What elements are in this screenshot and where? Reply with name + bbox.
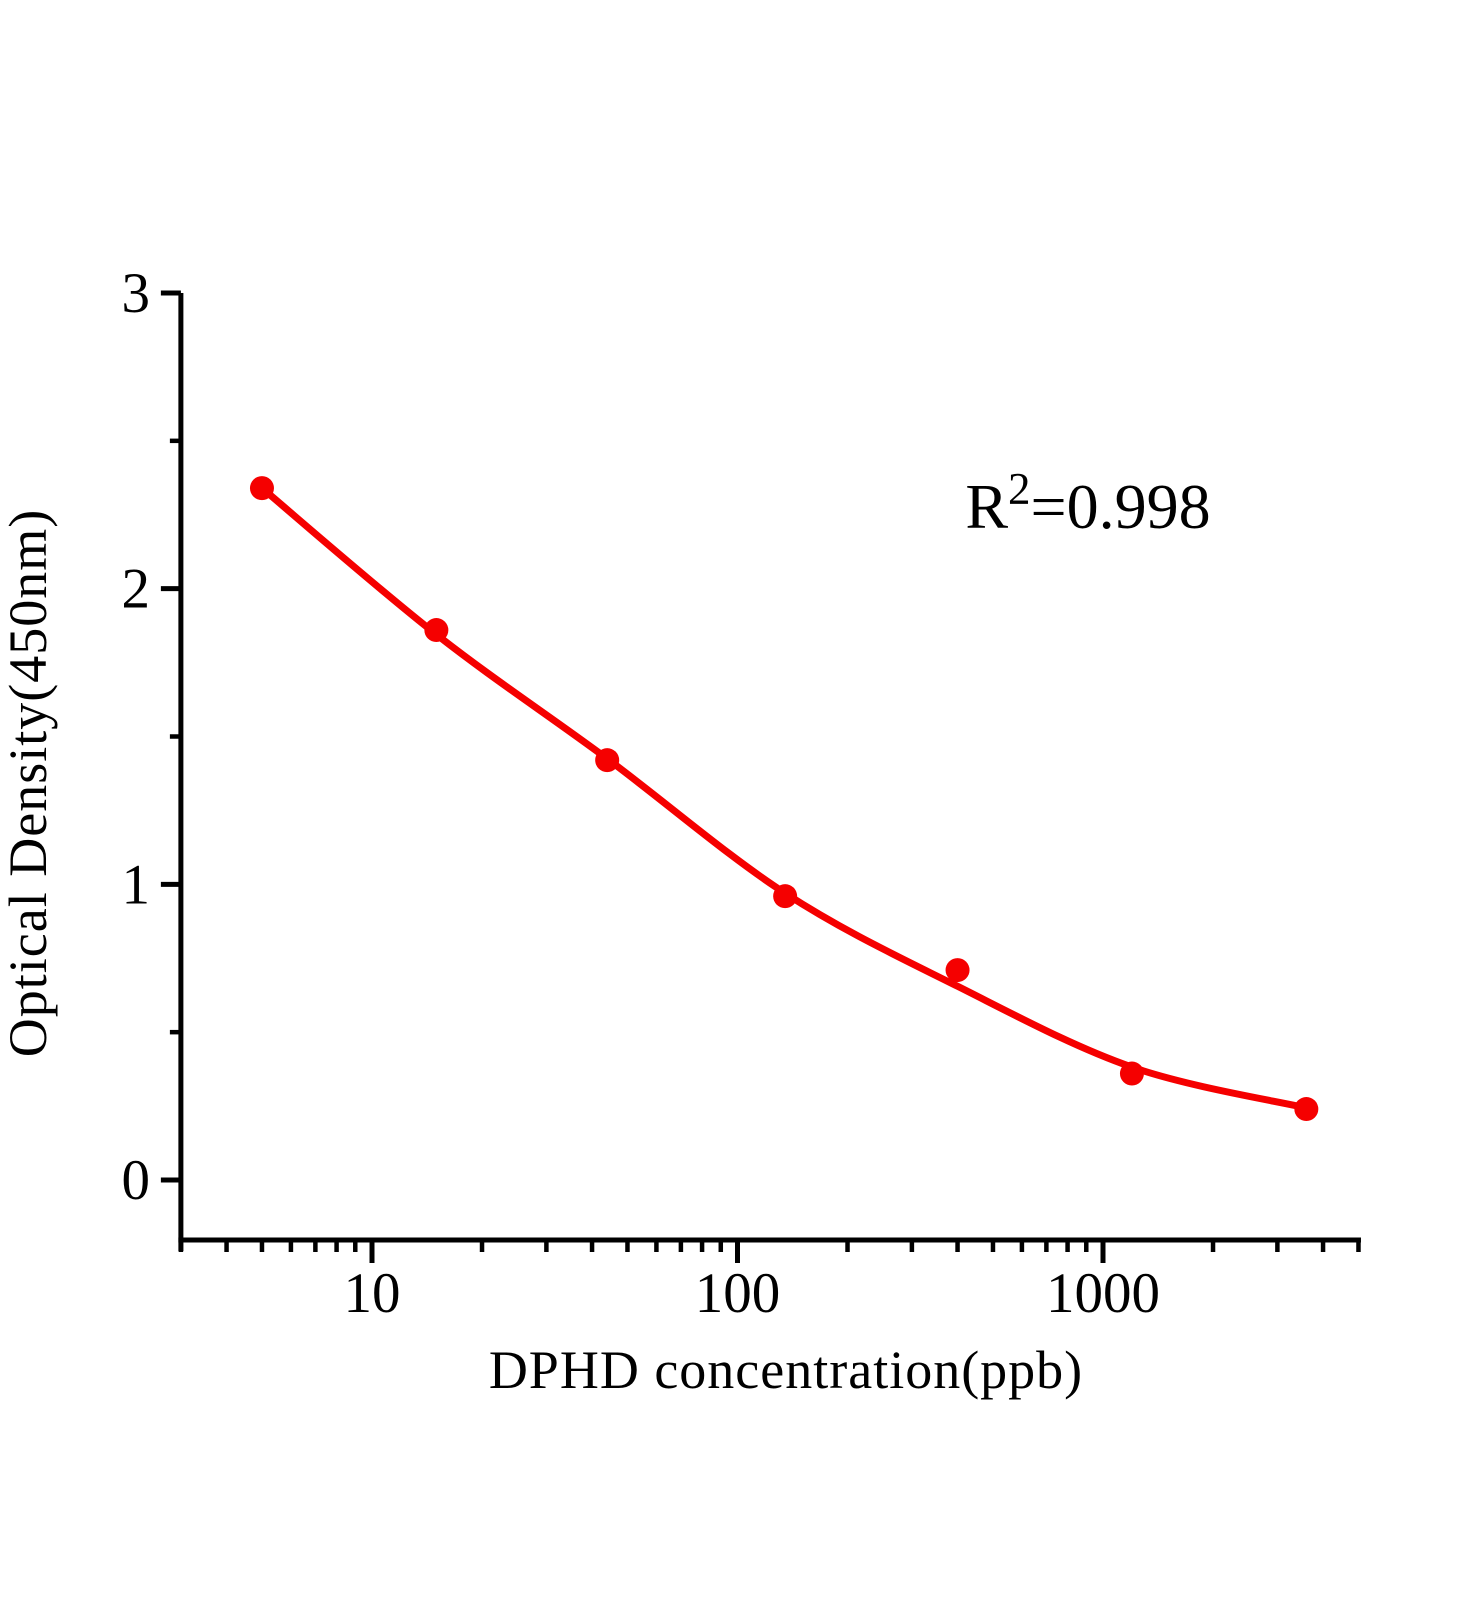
axes-group bbox=[160, 290, 1361, 1263]
y-axis-tick-label: 0 bbox=[122, 1149, 151, 1212]
fit-curve-line bbox=[258, 484, 1310, 1112]
data-point bbox=[595, 748, 620, 773]
y-axis-title: Optical Density(450nm) bbox=[0, 509, 58, 1057]
data-point bbox=[249, 476, 274, 501]
r-squared-superscript: 2 bbox=[1008, 464, 1031, 514]
r-squared-value: =0.998 bbox=[1031, 471, 1211, 542]
data-point bbox=[424, 618, 449, 643]
data-point bbox=[1119, 1061, 1144, 1086]
r-squared-base: R bbox=[965, 471, 1008, 542]
data-point bbox=[773, 884, 798, 909]
x-axis-tick-label: 10 bbox=[344, 1262, 401, 1325]
r-squared-annotation: R2=0.998 bbox=[965, 464, 1210, 542]
y-axis-tick-label: 1 bbox=[122, 853, 151, 916]
data-point bbox=[1294, 1097, 1319, 1122]
points-group bbox=[249, 476, 1319, 1122]
tick-labels-group: 10 100 1000 0 1 2 3 bbox=[122, 262, 1161, 1325]
y-axis-tick-label: 2 bbox=[122, 558, 151, 621]
data-point bbox=[945, 958, 970, 983]
curve-group bbox=[258, 484, 1310, 1112]
y-axis-tick-label: 3 bbox=[122, 262, 151, 325]
x-axis-tick-label: 100 bbox=[695, 1262, 781, 1325]
x-axis-tick-label: 1000 bbox=[1046, 1262, 1160, 1325]
x-axis-title: DPHD concentration(ppb) bbox=[489, 1340, 1083, 1400]
